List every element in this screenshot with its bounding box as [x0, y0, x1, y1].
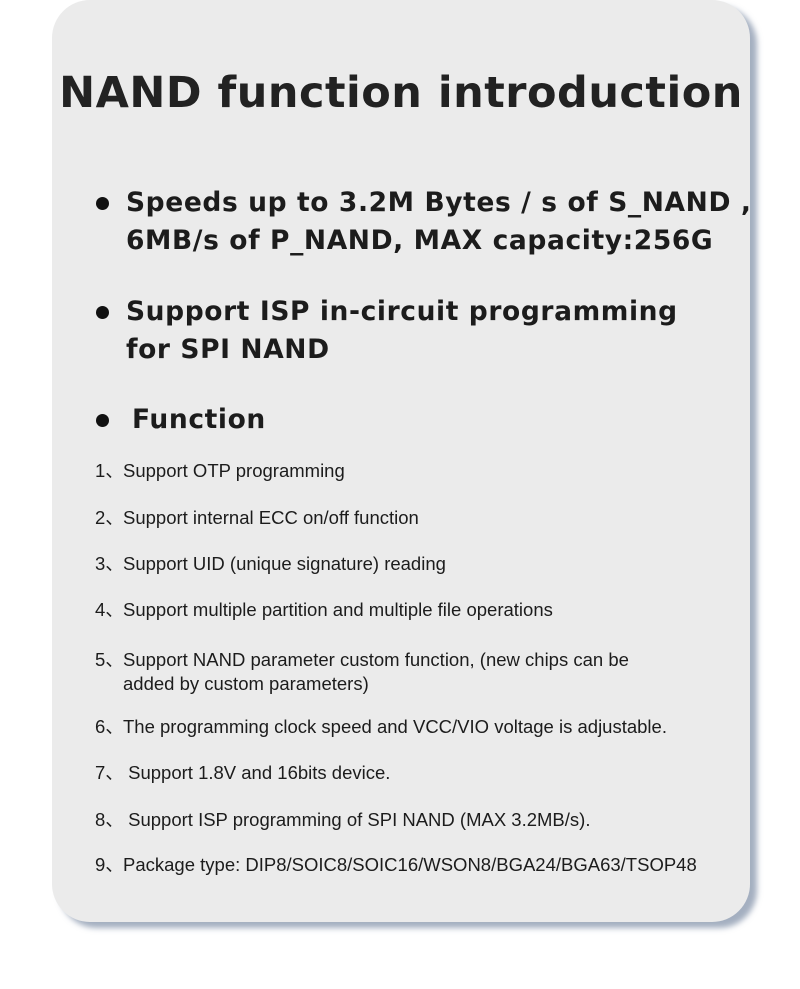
- item-text: Support internal ECC on/off function: [123, 507, 419, 528]
- item-text: Package type: DIP8/SOIC8/SOIC16/WSON8/BG…: [123, 854, 697, 875]
- bullet-text: Speeds up to 3.2M Bytes / s of S_NAND ,: [126, 187, 752, 218]
- item-number: 2、: [95, 507, 124, 528]
- item-number: 1、: [95, 460, 124, 481]
- bullet-text: 6MB/s of P_NAND, MAX capacity:256G: [126, 225, 714, 256]
- item-text: Support OTP programming: [123, 460, 345, 481]
- item-number: 8、: [95, 809, 124, 830]
- item-number: 6、: [95, 716, 124, 737]
- bullet-text: for SPI NAND: [126, 334, 330, 365]
- function-item-7: 7、 Support 1.8V and 16bits device.: [95, 761, 390, 785]
- item-text: Support NAND parameter custom function, …: [123, 649, 629, 670]
- info-card: NAND function introduction: [52, 0, 750, 922]
- function-item-1: 1、Support OTP programming: [95, 459, 345, 483]
- function-item-9: 9、Package type: DIP8/SOIC8/SOIC16/WSON8/…: [95, 853, 697, 877]
- item-number: 4、: [95, 599, 124, 620]
- item-number: 3、: [95, 553, 124, 574]
- item-text: added by custom parameters): [123, 673, 369, 694]
- page-title: NAND function introduction: [59, 68, 743, 118]
- function-item-4: 4、Support multiple partition and multipl…: [95, 598, 553, 622]
- bullet-text: Function: [132, 404, 266, 435]
- bullet-isp: Support ISP in-circuit programming for S…: [96, 293, 678, 369]
- item-text: Support ISP programming of SPI NAND (MAX…: [123, 809, 591, 830]
- item-text: Support UID (unique signature) reading: [123, 553, 446, 574]
- function-item-5: 5、Support NAND parameter custom function…: [95, 648, 629, 696]
- function-item-2: 2、Support internal ECC on/off function: [95, 506, 419, 530]
- bullet-dot-icon: [96, 197, 109, 210]
- item-number: 9、: [95, 854, 124, 875]
- bullet-dot-icon: [96, 414, 109, 427]
- function-item-3: 3、Support UID (unique signature) reading: [95, 552, 446, 576]
- function-item-6: 6、The programming clock speed and VCC/VI…: [95, 715, 667, 739]
- bullet-text: Support ISP in-circuit programming: [126, 296, 678, 327]
- function-item-8: 8、 Support ISP programming of SPI NAND (…: [95, 808, 590, 832]
- item-text: Support multiple partition and multiple …: [123, 599, 553, 620]
- item-number: 5、: [95, 649, 124, 670]
- bullet-function: Function: [96, 401, 266, 439]
- bullet-speed: Speeds up to 3.2M Bytes / s of S_NAND , …: [96, 184, 752, 260]
- item-text: Support 1.8V and 16bits device.: [123, 762, 391, 783]
- bullet-dot-icon: [96, 306, 109, 319]
- item-number: 7、: [95, 762, 124, 783]
- item-text: The programming clock speed and VCC/VIO …: [123, 716, 667, 737]
